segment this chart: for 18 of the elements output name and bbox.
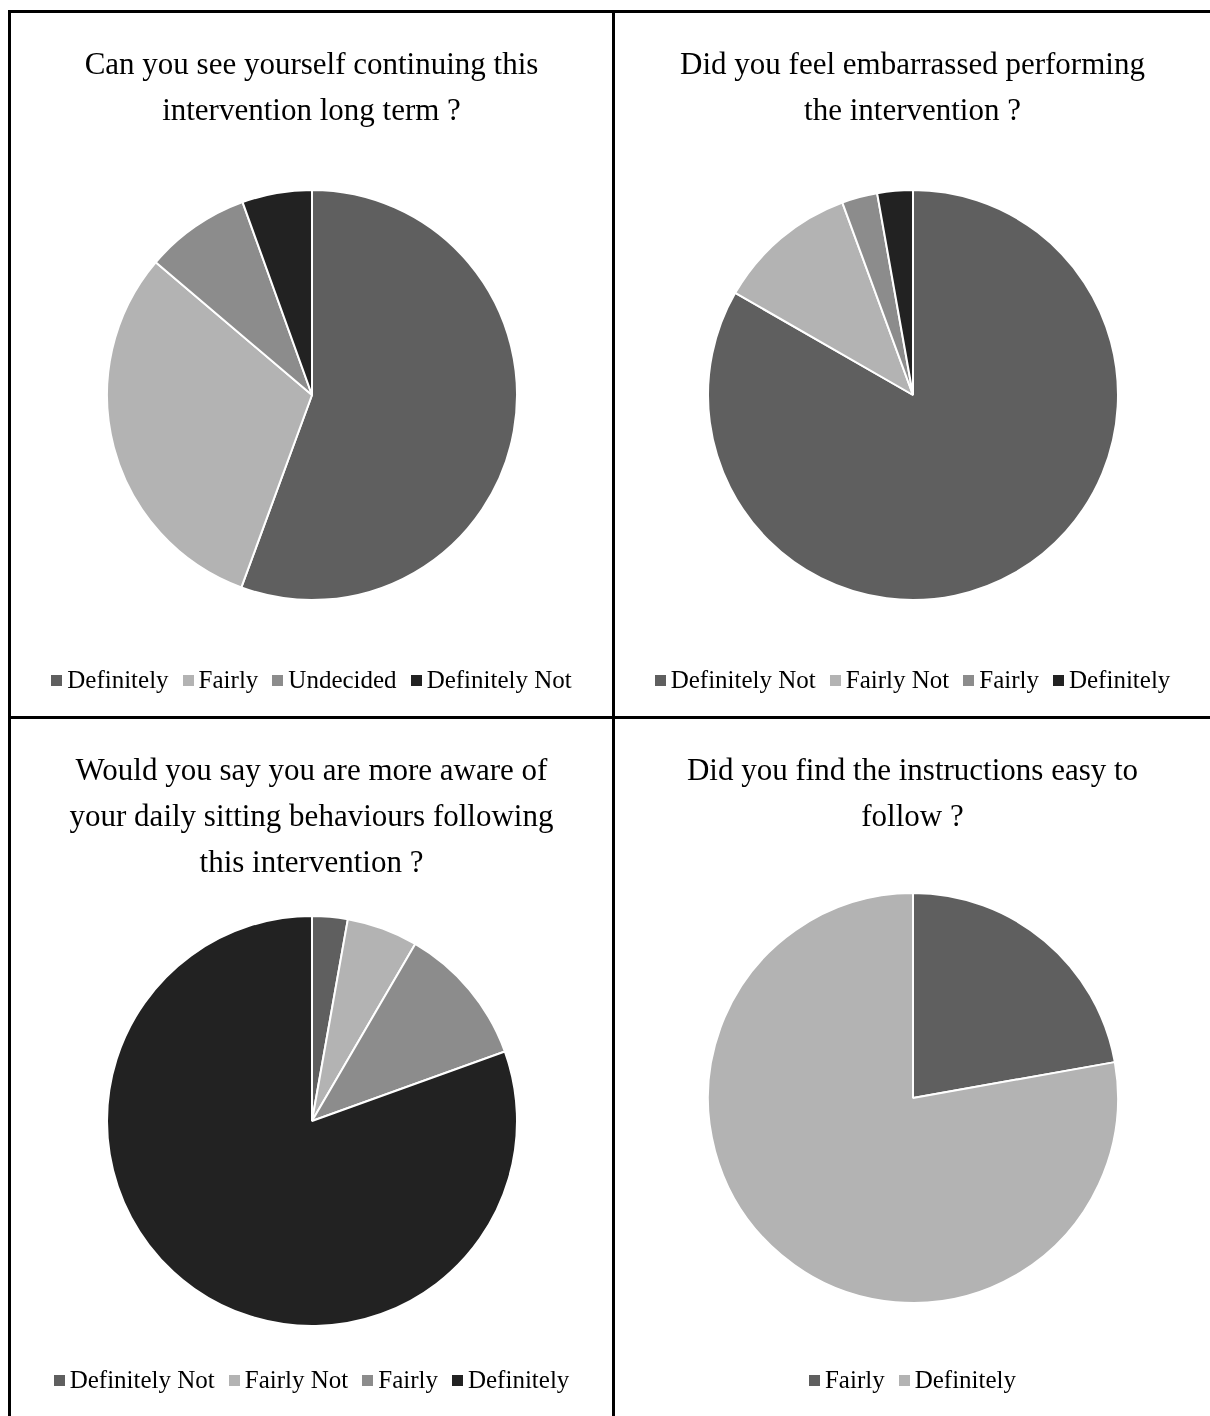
legend-label: Fairly bbox=[824, 1366, 885, 1394]
legend-label: Undecided bbox=[288, 666, 397, 694]
legend-label: Definitely Not bbox=[426, 666, 572, 694]
legend-label: Definitely Not bbox=[670, 666, 816, 694]
legend-label: Fairly Not bbox=[845, 666, 950, 694]
legend-label: Fairly Not bbox=[244, 1366, 349, 1394]
legend-label: Definitely bbox=[1068, 666, 1171, 694]
legend-label: Definitely bbox=[67, 666, 169, 694]
legend-label: Fairly bbox=[198, 666, 259, 694]
legend-label: Fairly bbox=[378, 1366, 438, 1394]
legend-label: Definitely bbox=[914, 1366, 1017, 1394]
legend-label: Definitely bbox=[467, 1366, 570, 1394]
chart-title: Did you feel embarrassed performing the intervention ? bbox=[679, 45, 1146, 129]
legend-label: Fairly bbox=[979, 666, 1039, 694]
legend-label: Definitely Not bbox=[69, 1366, 215, 1394]
chart-title: Did you find the instructions easy to follow ? bbox=[685, 751, 1140, 835]
chart-title: Would you say you are more aware of your daily sitting behaviours following this intervention ? bbox=[68, 751, 555, 881]
chart-title: Can you see yourself continuing this intervention long term ? bbox=[83, 45, 540, 129]
